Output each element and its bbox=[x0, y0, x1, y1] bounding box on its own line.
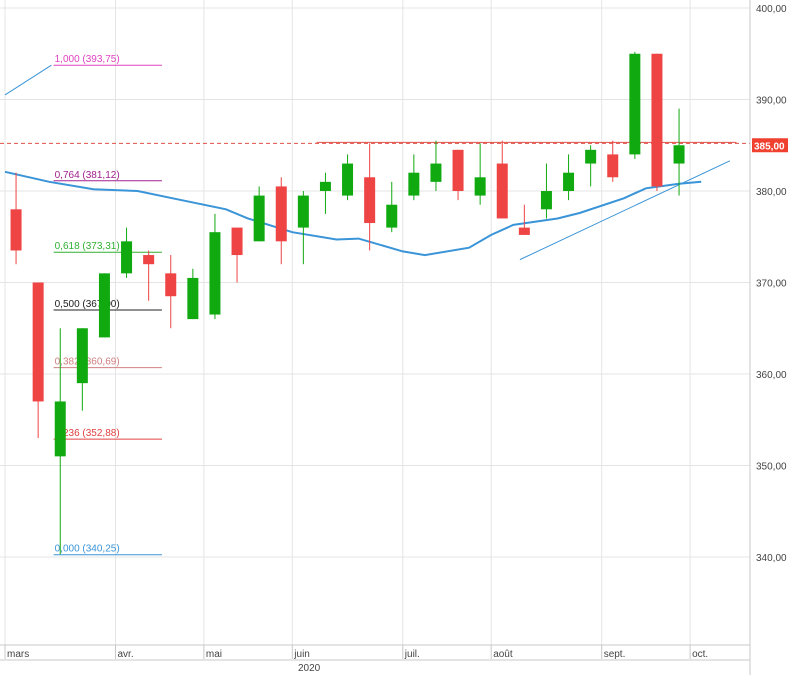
candle-body bbox=[76, 328, 88, 384]
x-tick-label: mai bbox=[206, 649, 222, 660]
candle-down bbox=[231, 227, 243, 283]
candle-body bbox=[386, 204, 398, 228]
candle-up bbox=[386, 181, 398, 233]
candle-body bbox=[319, 181, 331, 191]
candle-body bbox=[496, 163, 508, 219]
candle-down bbox=[165, 255, 177, 329]
candle-body bbox=[10, 209, 22, 251]
y-tick-label: 340,00 bbox=[756, 553, 787, 564]
candle-up bbox=[98, 273, 110, 338]
candle-up bbox=[209, 213, 221, 320]
candle-down bbox=[275, 177, 287, 265]
x-tick-label: juil. bbox=[404, 649, 420, 660]
grid-lines bbox=[0, 0, 750, 645]
candle-up bbox=[297, 191, 309, 265]
candle-up bbox=[629, 51, 641, 159]
candle-body bbox=[673, 145, 685, 164]
candle-body bbox=[585, 149, 597, 164]
candle-down bbox=[651, 53, 663, 191]
candle-body bbox=[651, 53, 663, 187]
x-tick-label: oct. bbox=[692, 649, 708, 660]
candle-body bbox=[629, 53, 641, 155]
x-tick-label: avr. bbox=[118, 649, 134, 660]
y-tick-label: 400,00 bbox=[756, 4, 787, 15]
x-axis: mars avr. mai juin juil. août sept. oct. 2020 bbox=[0, 644, 750, 674]
candle-down bbox=[364, 143, 376, 251]
moving-average-line bbox=[4, 170, 702, 257]
candle-up bbox=[319, 172, 331, 214]
fib-level-label: 0,236 (352,88) bbox=[55, 428, 120, 439]
y-tick-label: 390,00 bbox=[756, 96, 787, 107]
candle-up bbox=[585, 145, 597, 187]
candle-body bbox=[209, 232, 221, 315]
candle-body bbox=[187, 277, 199, 320]
candle-body bbox=[143, 255, 155, 265]
y-tick-label: 370,00 bbox=[756, 279, 787, 290]
candle-body bbox=[231, 227, 243, 256]
candle-body bbox=[342, 163, 354, 196]
candle-body bbox=[563, 172, 575, 191]
candle-up bbox=[408, 154, 420, 201]
candle-down bbox=[518, 204, 530, 235]
candle-up bbox=[342, 154, 354, 201]
candle-down bbox=[452, 149, 464, 201]
candle-up bbox=[76, 328, 88, 411]
candle-body bbox=[474, 177, 486, 196]
fib-level-label: 1,000 (393,75) bbox=[55, 54, 120, 65]
current-price-label: 385,00 bbox=[754, 141, 785, 152]
candle-up bbox=[563, 154, 575, 201]
candle-body bbox=[297, 195, 309, 228]
candle-down bbox=[607, 140, 619, 182]
candle-body bbox=[540, 191, 552, 210]
candle-down bbox=[496, 140, 508, 219]
candle-body bbox=[98, 273, 110, 338]
x-tick-label: août bbox=[493, 649, 513, 660]
candle-body bbox=[430, 163, 442, 182]
overlay-lines bbox=[0, 64, 750, 261]
candle-up bbox=[253, 186, 265, 242]
candle-down bbox=[10, 172, 22, 265]
fib-level-label: 0,764 (381,12) bbox=[55, 170, 120, 181]
candle-body bbox=[607, 154, 619, 178]
trendline bbox=[519, 160, 731, 261]
x-tick-label: juin bbox=[293, 649, 310, 660]
candles bbox=[10, 51, 685, 555]
x-tick-label: sept. bbox=[604, 649, 626, 660]
candle-down bbox=[143, 250, 155, 301]
candle-body bbox=[452, 149, 464, 191]
candle-up bbox=[121, 227, 133, 278]
y-tick-label: 380,00 bbox=[756, 187, 787, 198]
candle-body bbox=[54, 401, 66, 457]
year-label: 2020 bbox=[298, 663, 321, 674]
x-tick-label: mars bbox=[7, 649, 29, 660]
candle-up bbox=[187, 268, 199, 320]
y-tick-label: 360,00 bbox=[756, 370, 787, 381]
fib-level-label: 0,500 (367,00) bbox=[55, 299, 120, 310]
y-axis: 400,00 390,00 380,00 370,00 360,00 350,00 340,… bbox=[749, 0, 788, 675]
candle-body bbox=[364, 177, 376, 224]
candle-body bbox=[32, 282, 44, 402]
candle-body bbox=[518, 227, 530, 235]
candle-body bbox=[275, 186, 287, 242]
candle-up bbox=[54, 328, 66, 555]
candle-down bbox=[32, 282, 44, 439]
candle-body bbox=[408, 172, 420, 196]
candle-body bbox=[121, 241, 133, 274]
candle-up bbox=[540, 163, 552, 219]
fib-level-label: 0,618 (373,31) bbox=[55, 241, 120, 252]
current-price-tag bbox=[752, 138, 788, 153]
candle-body bbox=[253, 195, 265, 242]
candle-up bbox=[430, 140, 442, 191]
candle-body bbox=[165, 273, 177, 297]
trendline bbox=[4, 64, 52, 96]
candle-up bbox=[474, 143, 486, 205]
y-tick-label: 350,00 bbox=[756, 462, 787, 473]
fib-level-label: 0,000 (340,25) bbox=[55, 544, 120, 555]
candle-up bbox=[673, 108, 685, 196]
